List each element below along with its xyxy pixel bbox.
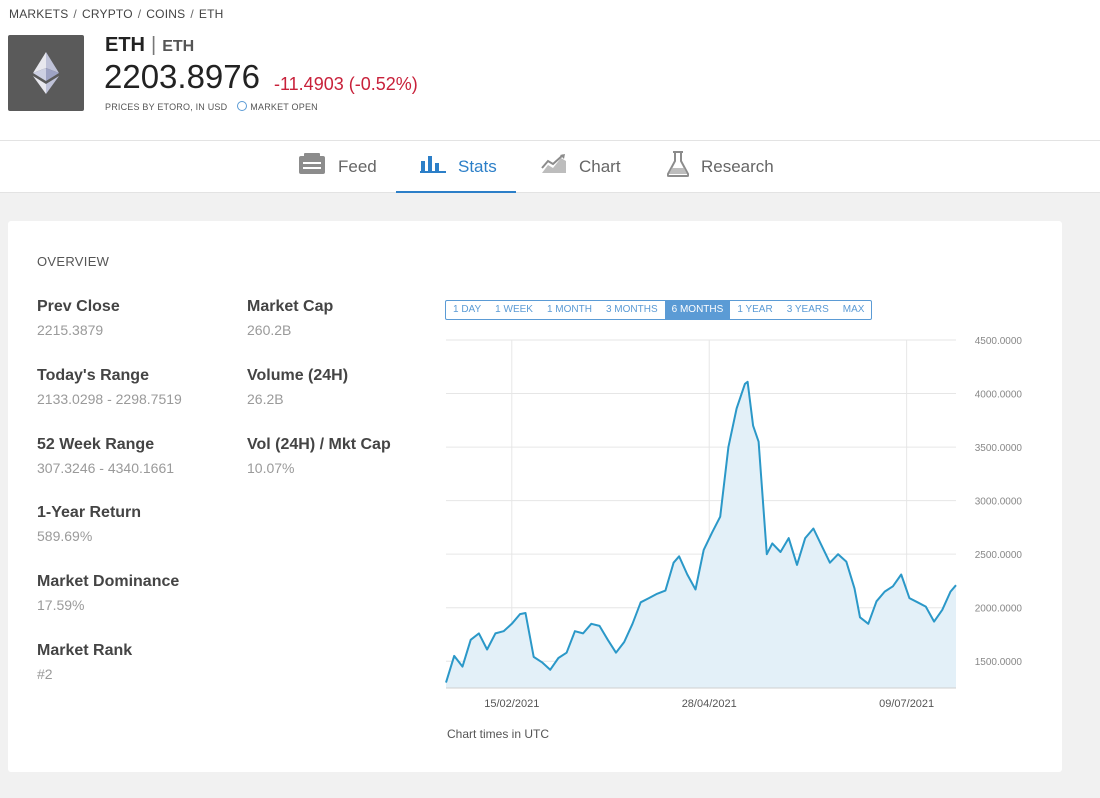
price-change: -11.4903 (-0.52%) xyxy=(274,74,418,94)
y-tick-label: 2500.0000 xyxy=(975,550,1023,561)
breadcrumb-separator: / xyxy=(137,7,142,21)
stat-volume-24h: Volume (24H) 26.2B xyxy=(247,367,348,407)
stat-label: Volume (24H) xyxy=(247,367,349,384)
stat-label: Market Rank xyxy=(37,642,133,659)
y-tick-label: 3500.0000 xyxy=(975,443,1023,454)
range-max[interactable]: MAX xyxy=(842,304,865,315)
x-tick-label: 28/04/2021 xyxy=(682,698,737,710)
stat-todays-range: Today's Range 2133.0298 - 2298.7519 xyxy=(37,367,182,407)
x-tick-label: 09/07/2021 xyxy=(879,698,934,710)
range-selector: 1 DAY 1 WEEK 1 MONTH 3 MONTHS 6 MONTHS 1… xyxy=(445,300,873,320)
tab-feed[interactable]: Feed xyxy=(298,141,377,192)
stat-label: Prev Close xyxy=(37,298,120,315)
price-line xyxy=(445,380,957,683)
range-1-week[interactable]: 1 WEEK xyxy=(495,304,533,315)
breadcrumb-coins[interactable]: COINS xyxy=(146,7,186,21)
top-header: MARKETS / CRYPTO / COINS / ETH ETH | ETH 2203.89… xyxy=(0,0,1100,140)
breadcrumb: MARKETS / CRYPTO / COINS / ETH xyxy=(9,7,223,21)
stat-value: 589.69% xyxy=(37,528,93,544)
y-tick-label: 4500.0000 xyxy=(975,336,1023,347)
overview-heading: OVERVIEW xyxy=(37,254,110,269)
range-1-month[interactable]: 1 MONTH xyxy=(546,304,592,315)
stat-label: 52 Week Range xyxy=(37,436,155,453)
tab-chart[interactable]: Chart xyxy=(541,141,621,192)
stat-label: 1-Year Return xyxy=(37,504,142,521)
stat-label: Market Cap xyxy=(247,298,334,315)
stat-label: Vol (24H) / Mkt Cap xyxy=(247,436,391,453)
tab-chart-label: Chart xyxy=(579,156,621,176)
stat-value: #2 xyxy=(37,666,53,682)
symbol: ETH xyxy=(105,34,145,56)
stat-value: 307.3246 - 4340.1661 xyxy=(37,460,175,476)
stat-value: 2133.0298 - 2298.7519 xyxy=(37,391,182,407)
x-tick-label: 15/02/2021 xyxy=(484,698,539,710)
feed-icon xyxy=(298,153,326,180)
stat-market-rank: Market Rank #2 xyxy=(37,642,132,682)
instrument-title: ETH | ETH xyxy=(105,34,194,57)
tab-feed-label: Feed xyxy=(338,156,377,176)
clock-icon xyxy=(237,101,248,111)
stat-label: Market Dominance xyxy=(37,573,180,590)
y-tick-label: 4000.0000 xyxy=(975,390,1023,401)
overview-card: OVERVIEW Prev Close 2215.3879 Today's Ra… xyxy=(8,221,1062,772)
stat-value: 2215.3879 xyxy=(37,322,104,338)
flask-icon xyxy=(666,151,690,182)
range-1-year[interactable]: 1 YEAR xyxy=(737,304,773,315)
stat-market-cap: Market Cap 260.2B xyxy=(247,298,333,338)
y-tick-label: 3000.0000 xyxy=(975,497,1023,508)
range-6-months[interactable]: 6 MONTHS xyxy=(664,301,731,319)
chart-icon xyxy=(541,154,567,179)
tab-stats[interactable]: Stats xyxy=(396,141,516,193)
ethereum-logo-icon xyxy=(8,35,84,111)
stats-icon xyxy=(420,155,446,178)
price-meta: PRICES BY ETORO, IN USD MARKET OPEN xyxy=(105,101,318,112)
breadcrumb-markets[interactable]: MARKETS xyxy=(9,7,69,21)
breadcrumb-separator: / xyxy=(190,7,194,21)
chart-timezone-note: Chart times in UTC xyxy=(447,727,550,741)
range-3-years[interactable]: 3 YEARS xyxy=(786,304,829,315)
breadcrumb-eth[interactable]: ETH xyxy=(198,7,224,21)
stat-1-year-return: 1-Year Return 589.69% xyxy=(37,504,141,544)
symbol-sub: ETH xyxy=(162,38,195,55)
price-chart[interactable]: 1500.0000 2000.0000 2500.0000 3000.0000 3500… xyxy=(8,221,1062,721)
range-3-months[interactable]: 3 MONTHS xyxy=(605,304,658,315)
current-price: 2203.8976 xyxy=(104,58,260,95)
stat-value: 10.07% xyxy=(247,460,295,476)
prices-by-label: PRICES BY ETORO, IN USD xyxy=(105,102,228,112)
stat-vol-mkt-cap: Vol (24H) / Mkt Cap 10.07% xyxy=(247,436,391,476)
market-status: MARKET OPEN xyxy=(250,102,318,112)
tab-research-label: Research xyxy=(701,156,774,176)
range-1-day[interactable]: 1 DAY xyxy=(453,304,482,315)
title-divider: | xyxy=(151,34,157,56)
stat-52-week-range: 52 Week Range 307.3246 - 4340.1661 xyxy=(37,436,174,476)
tab-stats-label: Stats xyxy=(458,156,497,176)
y-tick-label: 2000.0000 xyxy=(975,604,1023,615)
price-area xyxy=(446,381,956,688)
stat-value: 26.2B xyxy=(247,391,284,407)
stat-value: 17.59% xyxy=(37,597,85,613)
breadcrumb-crypto[interactable]: CRYPTO xyxy=(81,7,133,21)
stat-label: Today's Range xyxy=(37,367,149,384)
stat-prev-close: Prev Close 2215.3879 xyxy=(37,298,120,338)
stat-value: 260.2B xyxy=(247,322,292,338)
tab-research[interactable]: Research xyxy=(666,141,774,192)
y-tick-label: 1500.0000 xyxy=(975,657,1023,668)
stat-market-dominance: Market Dominance 17.59% xyxy=(37,573,179,613)
breadcrumb-separator: / xyxy=(73,7,77,21)
section-tabs: Feed Stats Chart Research xyxy=(0,140,1100,193)
